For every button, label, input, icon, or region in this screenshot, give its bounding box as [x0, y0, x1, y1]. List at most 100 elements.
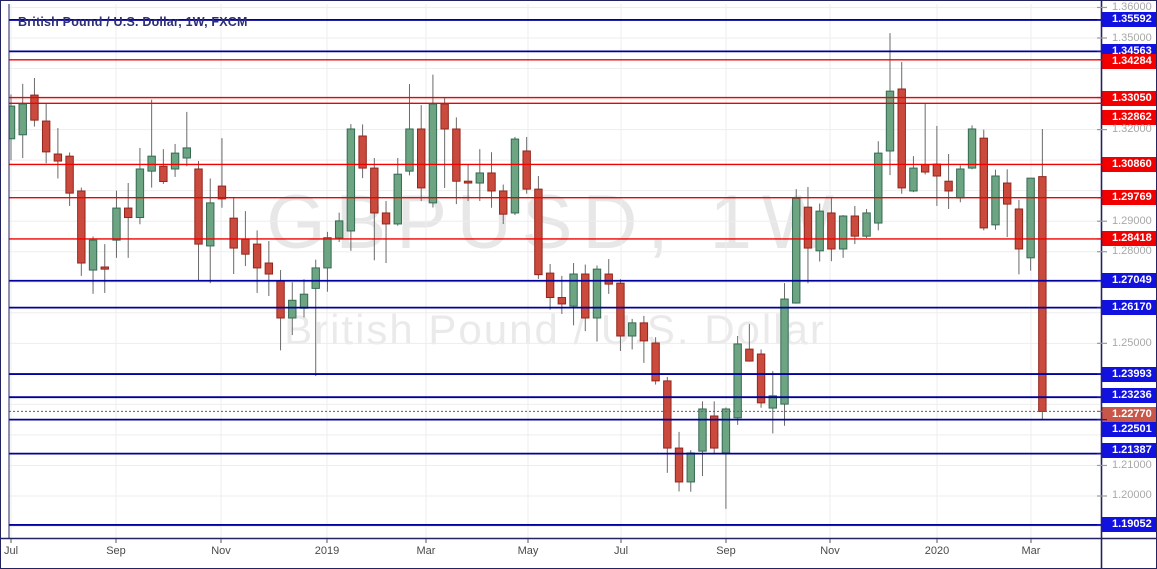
candle — [1003, 182, 1012, 205]
date-axis-label-Mar: Mar — [416, 545, 436, 557]
candle — [639, 322, 649, 342]
axis-ticks — [10, 6, 1107, 543]
candle — [299, 293, 309, 309]
candle — [920, 164, 930, 173]
watermark-symbol: GBPUSD, 1W — [266, 180, 844, 265]
candle — [276, 280, 285, 319]
candle — [229, 217, 238, 249]
candle — [944, 180, 953, 192]
candle — [510, 138, 520, 214]
candle — [405, 128, 414, 172]
axis-corner-cell — [1102, 539, 1156, 567]
candle — [909, 167, 918, 192]
candle — [346, 128, 356, 232]
candle — [463, 180, 473, 184]
price-axis-label-1.35000: 1.35000 — [1112, 31, 1152, 44]
date-axis-label-May: May — [517, 545, 539, 557]
candle — [745, 348, 754, 362]
date-axis-label-Jul: Jul — [3, 545, 19, 557]
price-axis-label-1.20000: 1.20000 — [1112, 489, 1152, 502]
candle — [663, 380, 672, 449]
price-axis-label-1.26170: 1.26170 — [1102, 300, 1156, 316]
candle — [522, 150, 531, 190]
price-axis-label-1.27049: 1.27049 — [1102, 273, 1156, 289]
candle — [53, 153, 63, 162]
candle — [885, 90, 895, 152]
candle — [581, 273, 590, 319]
price-axis-label-1.21000: 1.21000 — [1112, 458, 1152, 471]
price-axis-label-1.23236: 1.23236 — [1102, 387, 1156, 403]
price-axis-label-1.22770: 1.22770 — [1102, 406, 1156, 422]
candle — [710, 415, 719, 449]
price-axis-label-1.23993: 1.23993 — [1102, 366, 1156, 382]
candle — [932, 163, 942, 177]
candle — [897, 88, 906, 189]
candle — [112, 207, 121, 241]
candle — [159, 165, 168, 183]
candle — [592, 268, 602, 319]
candle — [768, 395, 777, 409]
price-axis-label-1.28418: 1.28418 — [1102, 231, 1156, 247]
price-axis-label-1.21387: 1.21387 — [1102, 443, 1156, 459]
date-axis-label-Sep: Sep — [716, 545, 736, 557]
candle — [288, 299, 297, 319]
price-axis[interactable]: 1.36000 1.35592 1.35000 1.34563 1.34284 1.330… — [1102, 1, 1156, 538]
candle — [850, 215, 860, 237]
candle — [838, 215, 848, 250]
candle — [721, 408, 731, 454]
candle — [991, 175, 1000, 226]
candle — [604, 273, 613, 285]
candle — [616, 282, 625, 337]
candle — [545, 272, 555, 299]
date-axis[interactable]: Jul Sep Nov 2019 Mar May Jul Sep Nov 2020 Mar — [1, 539, 1101, 567]
candle — [674, 447, 684, 483]
candle — [182, 147, 192, 159]
candle — [557, 297, 567, 305]
candle — [1026, 177, 1035, 259]
candle — [252, 243, 262, 269]
price-axis-label-1.30860: 1.30860 — [1102, 156, 1156, 172]
candle — [815, 210, 824, 252]
candle — [827, 212, 836, 250]
candle — [135, 168, 145, 219]
candle — [698, 408, 707, 452]
candle — [1038, 176, 1047, 412]
level-lines — [9, 19, 1101, 526]
candle — [194, 168, 203, 245]
price-axis-label-1.28000: 1.28000 — [1112, 245, 1152, 258]
candle — [487, 172, 496, 192]
candle — [30, 94, 39, 121]
candle — [393, 173, 402, 225]
candle — [792, 197, 801, 304]
price-axis-label-1.29769: 1.29769 — [1102, 190, 1156, 206]
gridlines — [9, 4, 1101, 538]
date-axis-label-Sep: Sep — [106, 545, 126, 557]
date-axis-label-2020: 2020 — [924, 545, 950, 557]
candle — [77, 190, 86, 264]
watermark-name: British Pound / U.S. Dollar — [284, 306, 826, 353]
candle — [9, 105, 16, 140]
candle — [956, 168, 965, 199]
price-axis-label-1.32862: 1.32862 — [1102, 109, 1156, 125]
candle — [967, 128, 977, 169]
candle — [65, 155, 74, 194]
candle — [41, 120, 51, 153]
candle — [534, 188, 543, 276]
candle — [862, 212, 871, 237]
price-axis-label-1.32000: 1.32000 — [1112, 123, 1152, 136]
candle — [147, 155, 156, 172]
candle — [979, 137, 988, 229]
price-axis-label-1.29000: 1.29000 — [1112, 214, 1152, 227]
candle — [428, 103, 438, 204]
candle — [475, 172, 485, 184]
date-axis-label-2019: 2019 — [314, 545, 340, 557]
candle — [217, 185, 227, 200]
candle — [241, 238, 250, 255]
date-axis-label-Jul: Jul — [613, 545, 629, 557]
candle — [100, 266, 109, 270]
candle — [756, 353, 766, 404]
candle — [124, 207, 133, 219]
candle — [733, 343, 742, 419]
